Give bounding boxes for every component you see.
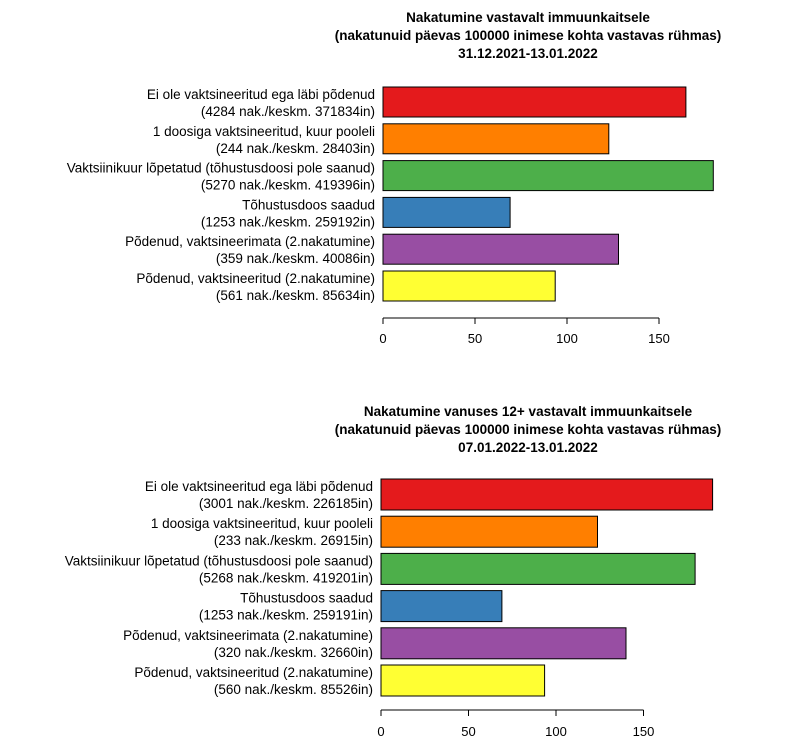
category-count-label: (320 nak./keskm. 32660in) xyxy=(214,645,373,660)
chart-date-range: 07.01.2022-13.01.2022 xyxy=(458,440,598,455)
chart-date-range: 31.12.2021-13.01.2022 xyxy=(458,46,598,61)
chart-subtitle-line: (nakatunuid päevas 100000 inimese kohta … xyxy=(334,28,722,43)
bar xyxy=(382,160,714,192)
category-count-label: (1253 nak./keskm. 259191in) xyxy=(199,608,373,623)
category-label: Tõhustusdoos saadud xyxy=(240,591,373,606)
category-label: Vaktsiinikuur lõpetatud (tõhustusdoosi p… xyxy=(65,553,373,568)
category-label: Põdenud, vaktsineerimata (2.nakatumine) xyxy=(125,234,375,249)
x-tick-label: 150 xyxy=(648,331,670,346)
category-count-label: (244 nak./keskm. 28403in) xyxy=(216,141,375,156)
x-tick-label: 50 xyxy=(468,331,482,346)
category-count-label: (561 nak./keskm. 85634in) xyxy=(216,288,375,303)
bar xyxy=(382,270,556,302)
x-tick-label: 100 xyxy=(556,331,578,346)
category-label: Ei ole vaktsineeritud ega läbi põdenud xyxy=(147,87,375,102)
bar xyxy=(382,196,511,228)
x-tick-label: 150 xyxy=(633,724,655,739)
x-tick-label: 0 xyxy=(377,724,384,739)
category-label: Vaktsiinikuur lõpetatud (tõhustusdoosi p… xyxy=(67,161,375,176)
category-label: Põdenud, vaktsineeritud (2.nakatumine) xyxy=(134,665,373,680)
category-count-label: (1253 nak./keskm. 259192in) xyxy=(201,214,375,229)
category-count-label: (4284 nak./keskm. 371834in) xyxy=(201,104,375,119)
category-count-label: (3001 nak./keskm. 226185in) xyxy=(199,496,373,511)
bar xyxy=(382,123,610,155)
bar xyxy=(382,233,619,265)
bar xyxy=(380,552,696,585)
x-tick-label: 50 xyxy=(461,724,475,739)
bar xyxy=(380,664,546,697)
chart-title-line: Nakatumine vastavalt immuunkaitsele xyxy=(406,10,650,25)
category-count-label: (5270 nak./keskm. 419396in) xyxy=(201,178,375,193)
bar xyxy=(382,86,687,118)
category-label: Ei ole vaktsineeritud ega läbi põdenud xyxy=(145,479,373,494)
bar xyxy=(380,515,598,548)
x-tick-label: 0 xyxy=(379,331,386,346)
chart-subtitle-line: (nakatunuid päevas 100000 inimese kohta … xyxy=(334,422,722,437)
bar-chart-1: Ei ole vaktsineeritud ega läbi põdenud (4… xyxy=(67,86,714,346)
category-count-label: (5268 nak./keskm. 419201in) xyxy=(199,570,373,585)
chart-title-line: Nakatumine vanuses 12+ vastavalt immuunk… xyxy=(363,404,693,419)
category-label: 1 doosiga vaktsineeritud, kuur pooleli xyxy=(153,124,375,139)
bar xyxy=(380,590,503,623)
bar xyxy=(380,627,627,660)
category-count-label: (560 nak./keskm. 85526in) xyxy=(214,682,373,697)
category-label: Põdenud, vaktsineeritud (2.nakatumine) xyxy=(136,271,375,286)
category-label: Põdenud, vaktsineerimata (2.nakatumine) xyxy=(123,628,373,643)
category-label: 1 doosiga vaktsineeritud, kuur pooleli xyxy=(151,516,373,531)
category-count-label: (233 nak./keskm. 26915in) xyxy=(214,533,373,548)
bar xyxy=(380,478,714,511)
x-tick-label: 100 xyxy=(545,724,567,739)
category-count-label: (359 nak./keskm. 40086in) xyxy=(216,251,375,266)
category-label: Tõhustusdoos saadud xyxy=(242,197,375,212)
